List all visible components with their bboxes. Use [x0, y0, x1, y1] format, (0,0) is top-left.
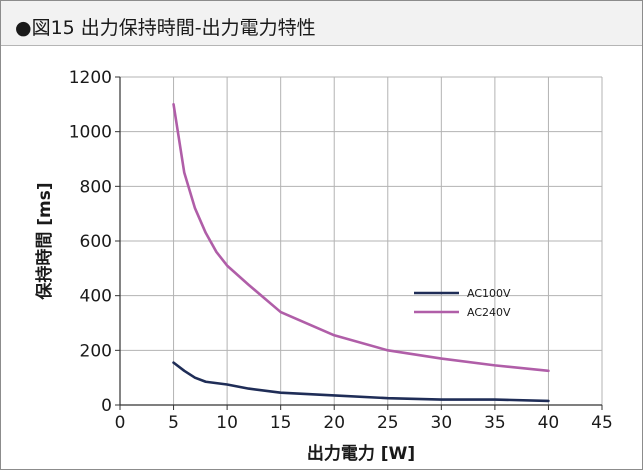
y-tick-label: 1000 [69, 123, 112, 143]
y-tick-label: 400 [80, 287, 112, 307]
x-tick-label: 35 [484, 413, 506, 433]
legend-label-ac100v: AC100V [467, 287, 511, 300]
x-tick-label: 0 [115, 413, 126, 433]
grid-lines [120, 76, 603, 405]
x-tick-label: 30 [431, 413, 453, 433]
y-tick-label: 0 [101, 396, 112, 416]
x-tick-label: 25 [377, 413, 399, 433]
y-axis-label: 保持時間 [ms] [34, 182, 55, 300]
series-lines [172, 103, 550, 403]
title-bar: ●図15 出力保持時間-出力電力特性 [1, 1, 642, 46]
y-tick-label: 600 [80, 232, 112, 252]
x-tick-label: 10 [216, 413, 238, 433]
chart-title: ●図15 出力保持時間-出力電力特性 [15, 17, 316, 39]
x-tick-label: 45 [591, 413, 613, 433]
y-tick-label: 200 [80, 341, 112, 361]
legend: AC100V AC240V [414, 287, 511, 319]
x-axis-label: 出力電力 [W] [307, 443, 415, 464]
series-line-ac100v [172, 361, 550, 403]
chart-plot: 0 5 10 15 20 25 30 35 40 45020040060080010001200 … [34, 68, 613, 464]
y-tick-label: 1200 [69, 68, 112, 88]
y-tick-label: 800 [80, 177, 112, 197]
series-line-ac240v [172, 103, 550, 373]
x-tick-label: 15 [270, 413, 292, 433]
tick-labels: 0 5 10 15 20 25 30 35 40 45 0 200 400 600 800 1000 1200 [69, 68, 613, 433]
x-tick-label: 40 [538, 413, 560, 433]
x-tick-label: 5 [168, 413, 179, 433]
legend-label-ac240v: AC240V [467, 306, 511, 319]
x-tick-label: 20 [323, 413, 345, 433]
